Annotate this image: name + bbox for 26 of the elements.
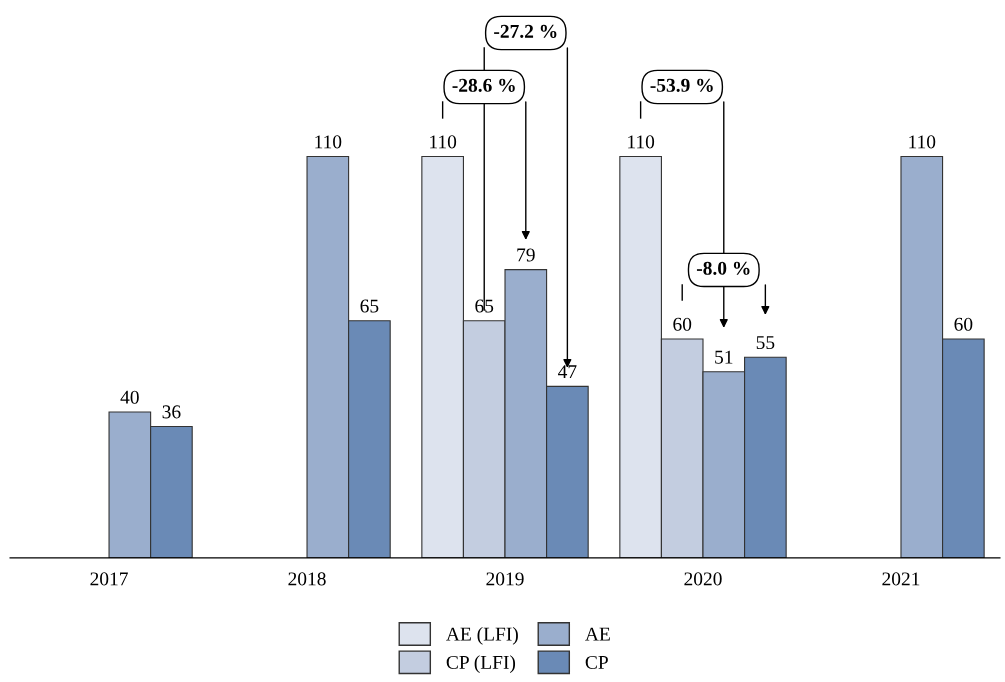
data-label: 36: [162, 405, 181, 419]
x-tick-label: 2018: [288, 572, 326, 586]
annotation: -8.0 %: [696, 261, 750, 275]
data-label: 51: [715, 350, 733, 364]
text: -28.6 %: [452, 78, 515, 92]
data-label: 110: [430, 135, 457, 149]
x-tick-label: 2020: [684, 572, 722, 586]
data-label: 47: [558, 365, 577, 379]
legend-label: AE: [585, 627, 610, 641]
data-label: 110: [315, 135, 342, 149]
data-label: 55: [756, 336, 775, 350]
text: -27.2 %: [494, 24, 557, 38]
data-label: 110: [909, 135, 936, 149]
x-tick-label: 2017: [90, 572, 128, 586]
data-label: 65: [360, 299, 379, 313]
legend-label: AE (LFI): [446, 627, 518, 645]
data-label: 60: [673, 317, 692, 331]
x-tick-label: 2021: [882, 572, 920, 586]
x-tick-label: 2019: [486, 572, 524, 586]
legend-label: CP (LFI): [446, 655, 516, 673]
data-label: 110: [628, 135, 655, 149]
data-label: 40: [120, 390, 139, 404]
legend-label: CP: [585, 655, 608, 669]
data-label: 79: [517, 248, 535, 262]
text: -53.9 %: [650, 78, 713, 92]
data-label: 60: [954, 317, 973, 331]
